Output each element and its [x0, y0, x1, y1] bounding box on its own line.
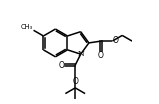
Text: O: O: [59, 61, 65, 70]
Text: N: N: [78, 50, 85, 58]
Text: CH₃: CH₃: [21, 24, 33, 30]
Text: O: O: [72, 77, 78, 86]
Text: O: O: [112, 37, 118, 45]
Text: O: O: [98, 51, 104, 60]
